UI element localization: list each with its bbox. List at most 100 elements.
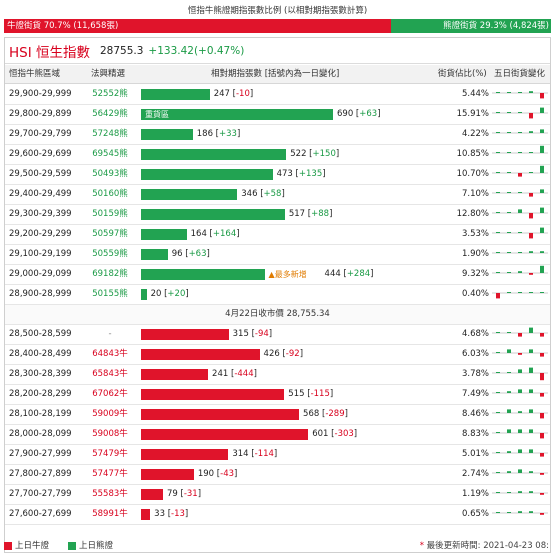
table-row[interactable]: 27,600-27,699 58991牛 33 [-13] 0.65%	[5, 505, 550, 525]
sparkline-bar	[507, 172, 511, 173]
contracts-bar	[141, 269, 265, 280]
contracts-bar-cell: 164 [+164]	[141, 225, 436, 244]
table-row[interactable]: 29,400-29,499 50160熊 346 [+58] 7.10%	[5, 185, 550, 205]
contracts-label: 444 [+284]	[324, 269, 374, 279]
table-row[interactable]: 28,900-28,999 50155熊 20 [+20] 0.40%	[5, 285, 550, 305]
range-cell: 28,900-28,999	[9, 289, 72, 299]
table-row[interactable]: 29,600-29,699 69545熊 522 [+150] 10.85%	[5, 145, 550, 165]
sparkline-cell	[492, 265, 548, 284]
sparkline-bar	[507, 349, 511, 353]
sparkline-cell	[492, 285, 548, 304]
sparkline-bar	[507, 212, 511, 213]
five-day-sparkline	[492, 469, 548, 475]
warrant-code-link[interactable]: 69545熊	[92, 149, 128, 159]
contracts-value: 690	[337, 109, 354, 119]
sparkline-bar	[540, 473, 544, 475]
share-pct-cell: 7.49%	[461, 389, 489, 399]
sparkline-bar	[540, 207, 544, 213]
warrant-code-link[interactable]: 57248熊	[92, 129, 128, 139]
warrant-code-link[interactable]: 57479牛	[92, 449, 128, 459]
sparkline-bar	[496, 252, 500, 253]
sparkline-cell	[492, 385, 548, 404]
sparkline-bar	[529, 213, 533, 219]
contracts-change: -115	[310, 389, 330, 399]
warrant-code-link[interactable]: 50493熊	[92, 169, 128, 179]
sparkline-bar	[540, 513, 544, 515]
table-row[interactable]: 28,400-28,499 64843牛 426 [-92] 6.03%	[5, 345, 550, 365]
warrant-code-link[interactable]: 56429熊	[92, 109, 128, 119]
sparkline-bar	[507, 512, 511, 513]
table-row[interactable]: 28,000-28,099 59008牛 601 [-303] 8.83%	[5, 425, 550, 445]
table-row[interactable]: 27,700-27,799 55583牛 79 [-31] 1.19%	[5, 485, 550, 505]
warrant-code-link[interactable]: 50159熊	[92, 209, 128, 219]
bull-swatch	[4, 542, 12, 550]
contracts-change: -31	[183, 489, 198, 499]
contracts-label: 96 [+63]	[171, 249, 210, 259]
sparkline-bar	[496, 472, 500, 473]
sparkline-cell	[492, 505, 548, 524]
table-row[interactable]: 29,700-29,799 57248熊 186 [+33] 4.22%	[5, 125, 550, 145]
warrant-code-link[interactable]: 58991牛	[92, 509, 128, 519]
contracts-bar-cell: 601 [-303]	[141, 425, 436, 444]
warrant-code-link[interactable]: 67062牛	[92, 389, 128, 399]
warrant-code-link[interactable]: 59009牛	[92, 409, 128, 419]
warrant-code-link[interactable]: 69182熊	[92, 269, 128, 279]
sparkline-bar	[496, 272, 500, 273]
sparkline-bar	[507, 92, 511, 93]
table-row[interactable]: 28,200-28,299 67062牛 515 [-115] 7.49%	[5, 385, 550, 405]
table-row[interactable]: 27,900-27,999 57479牛 314 [-114] 5.01%	[5, 445, 550, 465]
warrant-code-link[interactable]: 65843牛	[92, 369, 128, 379]
table-row[interactable]: 29,100-29,199 50559熊 96 [+63] 1.90%	[5, 245, 550, 265]
sparkline-bar	[518, 449, 522, 453]
sparkline-cell	[492, 225, 548, 244]
five-day-sparkline	[492, 129, 548, 134]
legend-bear-label: 上日熊證	[79, 541, 114, 551]
contracts-value: 79	[166, 489, 178, 499]
table-row[interactable]: 29,000-29,099 69182熊 ▲最多新增 444 [+284] 9.32%	[5, 265, 550, 285]
warrant-code-link[interactable]: 59008牛	[92, 429, 128, 439]
range-cell: 27,600-27,699	[9, 509, 72, 519]
sparkline-bar	[540, 292, 544, 293]
sparkline-bar	[496, 412, 500, 413]
table-row[interactable]: 28,300-28,399 65843牛 241 [-444] 3.78%	[5, 365, 550, 385]
warrant-code-link[interactable]: 64843牛	[92, 349, 128, 359]
contracts-value: 33	[154, 509, 165, 519]
sparkline-bar	[529, 113, 533, 119]
warrant-code-link[interactable]: 50155熊	[92, 289, 128, 299]
table-row[interactable]: 27,800-27,899 57477牛 190 [-43] 2.74%	[5, 465, 550, 485]
sparkline-bar	[518, 369, 522, 373]
warrant-code-link[interactable]: 57477牛	[92, 469, 128, 479]
contracts-label: 20 [+20]	[150, 289, 189, 299]
sparkline-bar	[507, 132, 511, 133]
contracts-bar-cell: 重貨區 690 [+63]	[141, 105, 436, 124]
sparkline-bar	[529, 251, 533, 253]
contracts-bar-cell: ▲最多新增 444 [+284]	[141, 265, 436, 284]
table-row[interactable]: 29,500-29,599 50493熊 473 [+135] 10.70%	[5, 165, 550, 185]
heavy-zone-tag: 重貨區	[145, 110, 169, 119]
share-pct-cell: 9.32%	[461, 269, 489, 279]
sparkline-bar	[496, 232, 500, 233]
table-row[interactable]: 29,900-29,999 52552熊 247 [-10] 5.44%	[5, 85, 550, 105]
table-row[interactable]: 29,800-29,899 56429熊 重貨區 690 [+63] 15.91%	[5, 105, 550, 125]
bear-ratio-segment: 熊證街貨 29.3% (4,824張)	[390, 19, 551, 33]
share-pct-cell: 3.53%	[461, 229, 489, 239]
sparkline-bar	[529, 327, 533, 333]
contracts-value: 346	[241, 189, 258, 199]
warrant-code-link[interactable]: 50160熊	[92, 189, 128, 199]
table-row[interactable]: 28,100-28,199 59009牛 568 [-289] 8.46%	[5, 405, 550, 425]
five-day-sparkline	[492, 449, 548, 457]
warrant-code-link[interactable]: 50559熊	[92, 249, 128, 259]
five-day-sparkline	[492, 251, 548, 254]
contracts-bar	[141, 129, 193, 140]
table-row[interactable]: 29,300-29,399 50159熊 517 [+88] 12.80%	[5, 205, 550, 225]
sparkline-bar	[529, 152, 533, 153]
warrant-code-link[interactable]: 52552熊	[92, 89, 128, 99]
ratio-header: 恒指牛熊證期指張數比例 (以相對期指張數計算) 牛證街貨 70.7% (11,6…	[4, 4, 551, 36]
sparkline-bar	[540, 353, 544, 357]
contracts-label: 568 [-289]	[303, 409, 348, 419]
contracts-value: 315	[232, 329, 249, 339]
table-row[interactable]: 29,200-29,299 50597熊 164 [+164] 3.53%	[5, 225, 550, 245]
warrant-code-link[interactable]: 50597熊	[92, 229, 128, 239]
warrant-code-link[interactable]: 55583牛	[92, 489, 128, 499]
table-row[interactable]: 28,500-28,599 - 315 [-94] 4.68%	[5, 325, 550, 345]
